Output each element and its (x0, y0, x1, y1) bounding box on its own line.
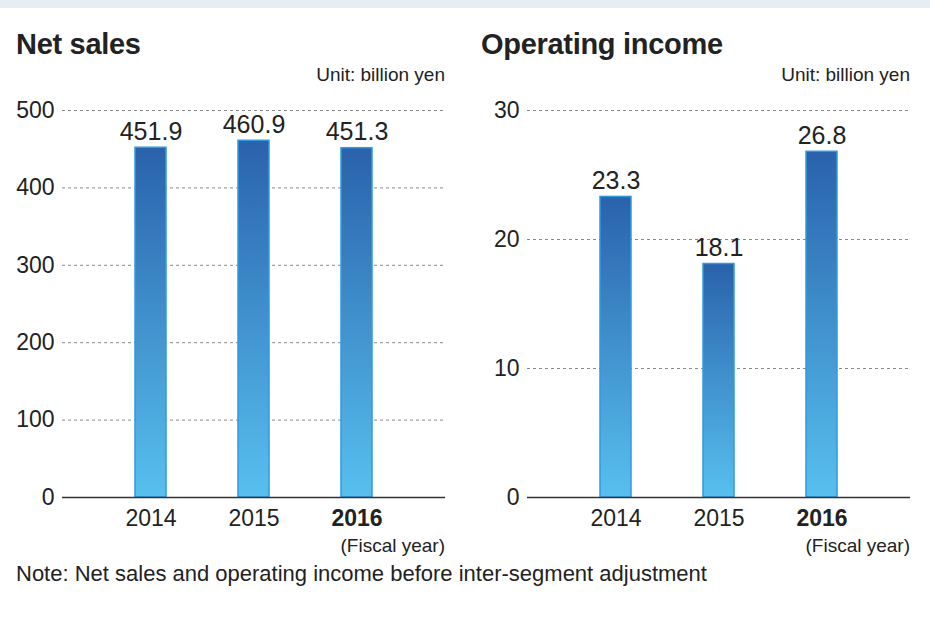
svg-text:23.3: 23.3 (592, 166, 641, 194)
html-text:Net sales: Net sales (16, 28, 141, 60)
svg-text:18.1: 18.1 (695, 233, 744, 261)
svg-text:0: 0 (507, 484, 520, 510)
html-text:(Fiscal year): (Fiscal year) (340, 535, 445, 556)
svg-text:451.3: 451.3 (326, 117, 389, 145)
svg-text:2016: 2016 (796, 505, 847, 531)
svg-text:2015: 2015 (693, 505, 744, 531)
svg-text:20: 20 (494, 226, 520, 252)
svg-text:400: 400 (16, 174, 54, 200)
svg-text:451.9: 451.9 (120, 117, 183, 145)
svg-text:2016: 2016 (331, 505, 382, 531)
svg-text:26.8: 26.8 (798, 121, 847, 149)
svg-text:300: 300 (16, 252, 54, 278)
svg-text:2015: 2015 (228, 505, 279, 531)
svg-text:30: 30 (494, 97, 520, 123)
svg-text:0: 0 (42, 484, 55, 510)
html-text:Unit: billion yen: Unit: billion yen (316, 64, 445, 85)
html-text:Operating income: Operating income (481, 28, 723, 60)
svg-text:500: 500 (16, 97, 54, 123)
svg-text:2014: 2014 (125, 505, 176, 531)
svg-text:460.9: 460.9 (223, 110, 286, 138)
svg-text:10: 10 (494, 355, 520, 381)
html-text:(Fiscal year): (Fiscal year) (805, 535, 910, 556)
svg-text:2014: 2014 (590, 505, 641, 531)
html-text:Unit: billion yen: Unit: billion yen (781, 64, 910, 85)
svg-text:200: 200 (16, 329, 54, 355)
svg-text:100: 100 (16, 406, 54, 432)
html-text:Note: Net sales and operating: Note: Net sales and operating income bef… (16, 561, 707, 586)
